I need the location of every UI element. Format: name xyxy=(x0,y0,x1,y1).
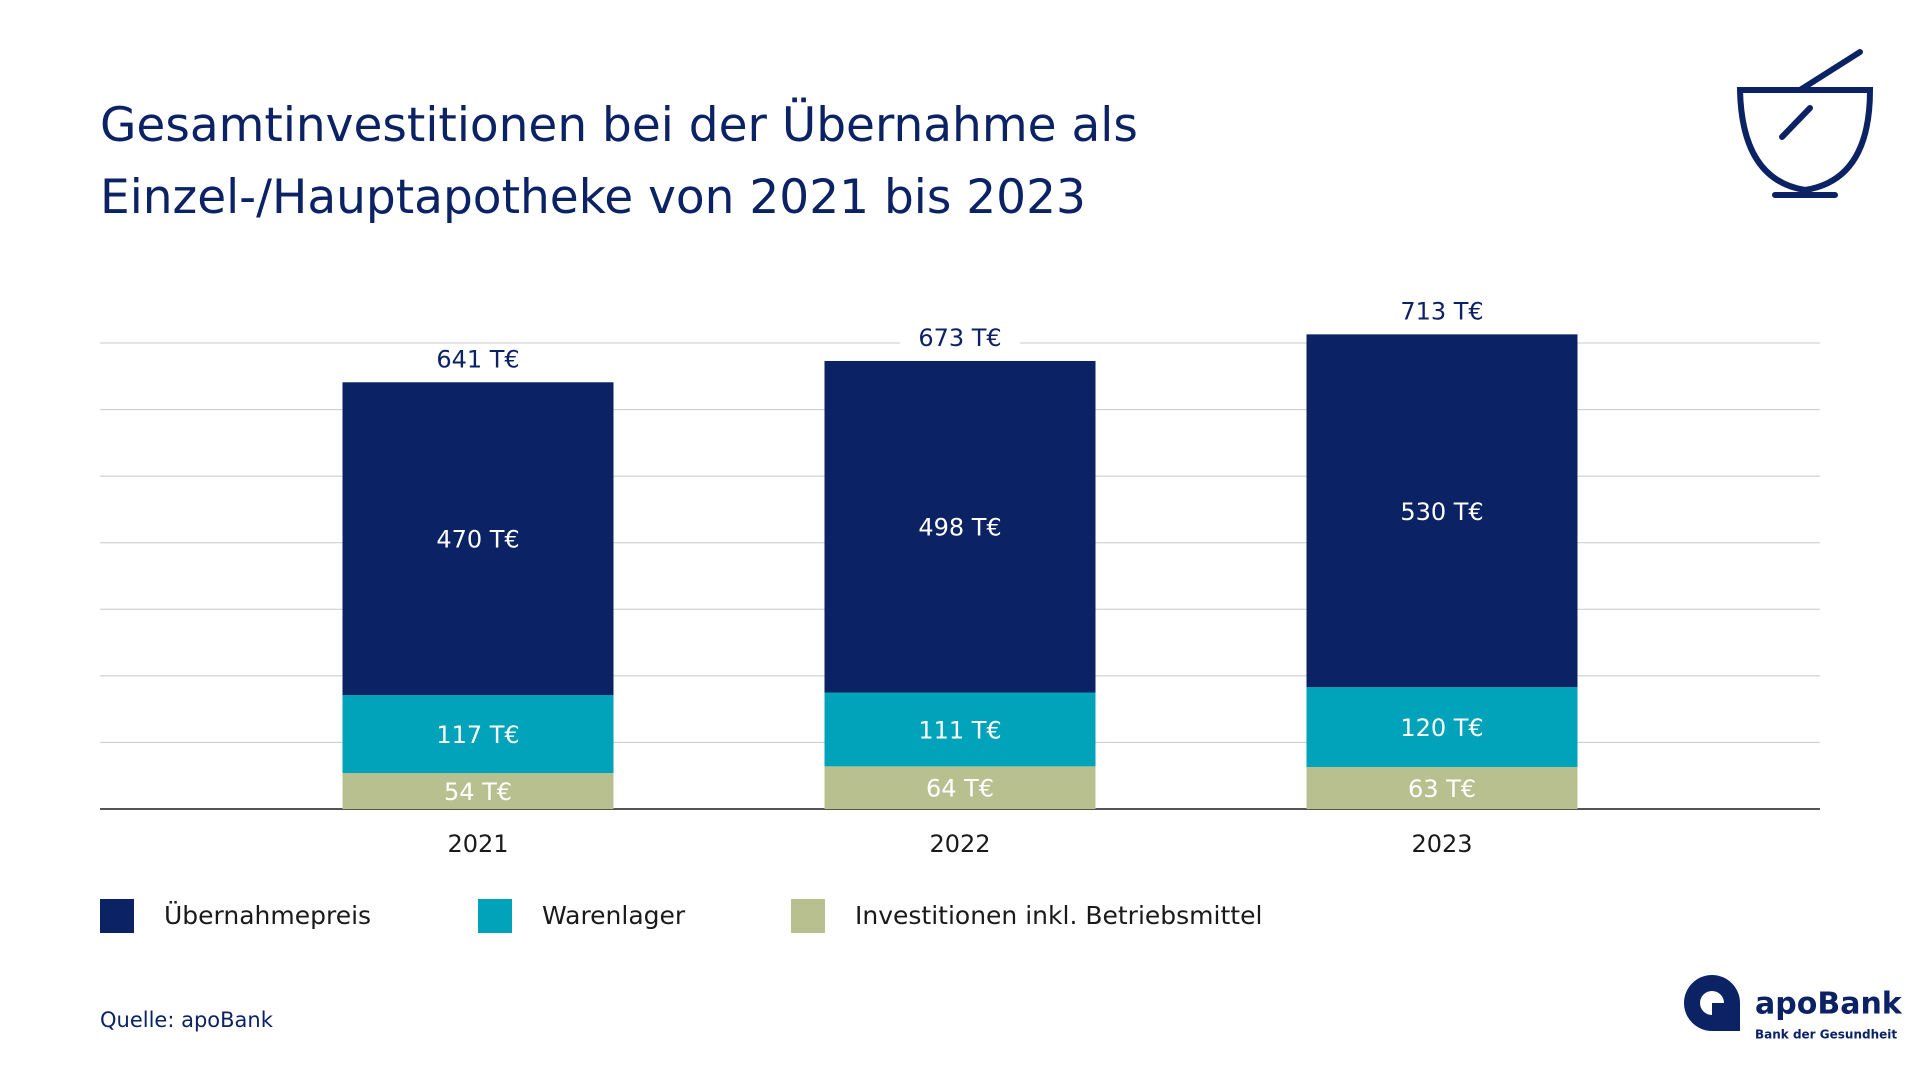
logo-mark xyxy=(1684,975,1740,1031)
total-label: 673 T€ xyxy=(918,324,1001,352)
legend-label: Warenlager xyxy=(542,901,686,930)
bar-segment xyxy=(1306,767,1578,809)
x-tick-label: 2023 xyxy=(1411,830,1472,858)
data-label: 54 T€ xyxy=(444,778,512,806)
data-label: 64 T€ xyxy=(926,775,994,803)
logo-name: apoBank xyxy=(1755,987,1903,1022)
total-label: 713 T€ xyxy=(1400,297,1483,325)
data-label: 498 T€ xyxy=(918,514,1001,542)
total-label-bg xyxy=(1382,296,1502,329)
bar-segment xyxy=(1306,334,1578,688)
mortar-icon xyxy=(1736,49,1874,198)
chart-title: Gesamtinvestitionen bei der Übernahme al… xyxy=(100,98,1138,225)
legend-label: Übernahmepreis xyxy=(164,901,371,930)
legend-swatch xyxy=(791,899,825,933)
legend-label: Investitionen inkl. Betriebsmittel xyxy=(855,901,1262,930)
bar-segment xyxy=(342,382,614,696)
data-label: 117 T€ xyxy=(436,721,519,749)
bar-segment xyxy=(824,360,1096,693)
data-label: 530 T€ xyxy=(1400,498,1483,526)
total-label-bg xyxy=(900,322,1020,355)
data-label: 111 T€ xyxy=(918,716,1001,744)
source: Quelle: apoBank xyxy=(100,1008,274,1032)
bar-segment xyxy=(824,766,1096,809)
total-label-bg xyxy=(418,344,538,377)
bar-segment xyxy=(1306,687,1578,768)
bar-segment xyxy=(824,692,1096,767)
legend-swatch xyxy=(100,899,134,933)
data-label: 470 T€ xyxy=(436,526,519,554)
bar-segment xyxy=(342,773,614,809)
total-label: 641 T€ xyxy=(436,345,519,373)
bar-segment xyxy=(342,695,614,774)
legend-swatch xyxy=(478,899,512,933)
data-label: 63 T€ xyxy=(1408,775,1476,803)
data-label: 120 T€ xyxy=(1400,714,1483,742)
x-tick-label: 2022 xyxy=(929,830,990,858)
x-tick-label: 2021 xyxy=(447,830,508,858)
logo-tagline: Bank der Gesundheit xyxy=(1755,1028,1897,1042)
